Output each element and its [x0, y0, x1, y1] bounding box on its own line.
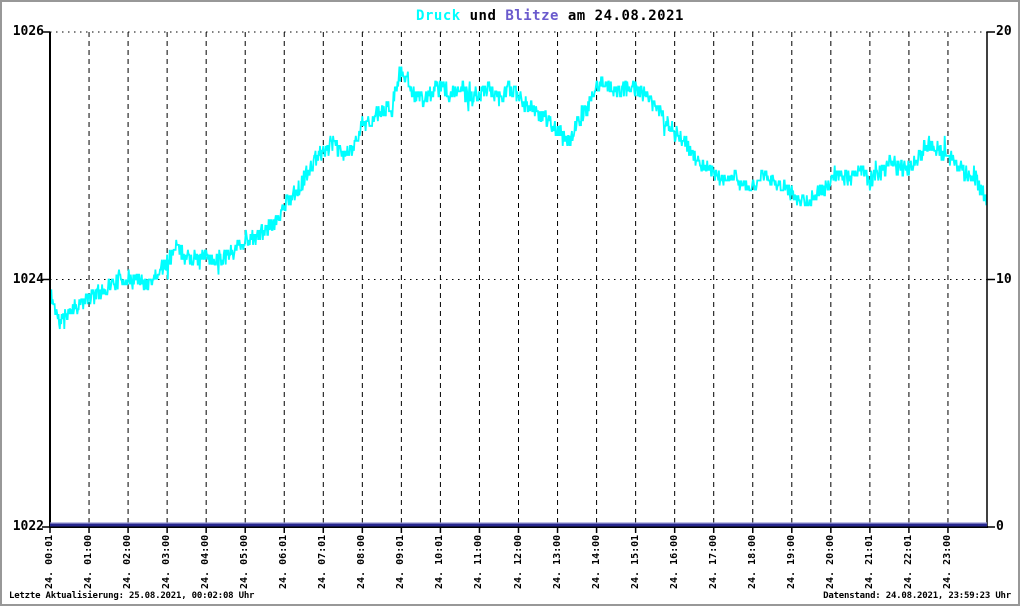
x-tick-label: 24. 01:00 [83, 534, 95, 589]
blitze-series-highlight [50, 522, 987, 524]
x-tick-label: 24. 21:01 [863, 534, 875, 589]
x-tick-label: 24. 08:00 [356, 534, 368, 589]
x-tick-label: 24. 16:00 [668, 534, 680, 589]
x-tick-label: 24. 09:01 [395, 534, 407, 589]
x-tick-label: 24. 20:00 [824, 534, 836, 589]
x-tick-label: 24. 17:00 [707, 534, 719, 589]
x-tick-label: 24. 11:00 [473, 534, 485, 589]
title-segment: am 24.08.2021 [558, 8, 684, 24]
blitze-series-line [50, 523, 987, 527]
y-tick-label-right: 0 [996, 519, 1004, 534]
x-tick-label: 24. 03:00 [161, 534, 173, 589]
chart-title: Druck und Blitze am 24.08.2021 [416, 8, 684, 24]
x-tick-label: 24. 04:00 [200, 534, 212, 589]
x-tick-label: 24. 13:00 [551, 534, 563, 589]
y-tick-label-right: 10 [996, 271, 1012, 287]
x-tick-label: 24. 10:01 [434, 534, 446, 589]
x-tick-label: 24. 15:01 [629, 534, 641, 589]
druck-series-line [49, 66, 988, 330]
y-tick-label-right: 20 [996, 24, 1012, 39]
footer-last-update: Letzte Aktualisierung: 25.08.2021, 00:02… [9, 591, 255, 601]
footer-data-status: Datenstand: 24.08.2021, 23:59:23 Uhr [823, 591, 1011, 601]
title-segment: Blitze [505, 8, 559, 24]
x-tick-label: 24. 00:01 [44, 534, 55, 589]
x-tick-label: 24. 06:01 [278, 534, 290, 589]
x-tick-label: 24. 05:00 [239, 534, 251, 589]
title-segment: und [460, 8, 506, 24]
x-tick-label: 24. 23:00 [941, 534, 953, 589]
title-segment: Druck [416, 8, 461, 24]
x-tick-label: 24. 07:01 [317, 534, 329, 589]
y-tick-label-left: 1024 [12, 271, 44, 287]
y-tick-label-left: 1026 [12, 24, 44, 39]
x-tick-label: 24. 22:01 [902, 534, 914, 589]
x-tick-label: 24. 14:00 [590, 534, 602, 589]
x-tick-label: 24. 12:00 [512, 534, 524, 589]
x-tick-label: 24. 18:00 [746, 534, 758, 589]
x-tick-label: 24. 19:00 [785, 534, 797, 589]
y-tick-label-left: 1022 [12, 519, 44, 534]
x-tick-label: 24. 02:00 [122, 534, 134, 589]
